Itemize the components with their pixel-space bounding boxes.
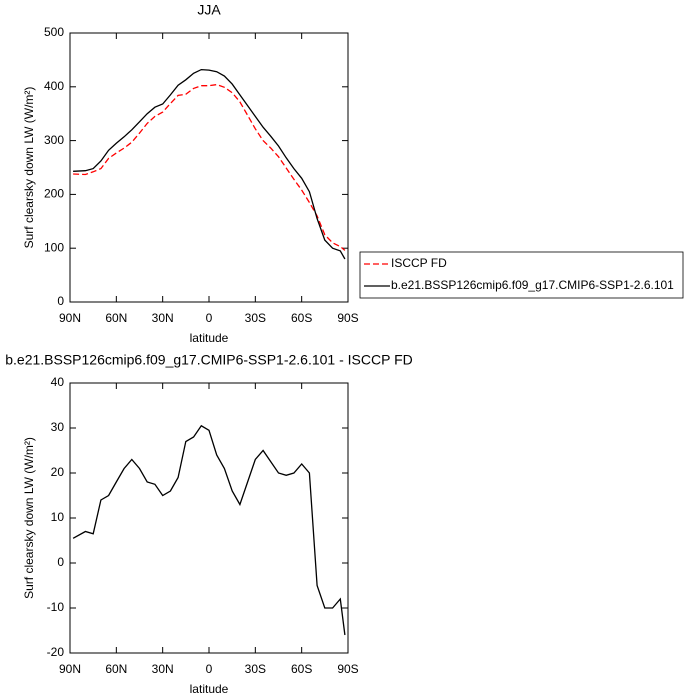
y-tick-label: 100	[44, 240, 64, 254]
x-tick-label: 0	[206, 311, 213, 325]
y-tick-label: 10	[51, 510, 65, 524]
y-tick-label: 40	[51, 375, 65, 389]
y-tick-label: -20	[47, 645, 65, 659]
data-line	[73, 83, 346, 251]
chart-title: b.e21.BSSP126cmip6.f09_g17.CMIP6-SSP1-2.…	[5, 352, 413, 368]
y-tick-label: 300	[44, 133, 64, 147]
x-tick-label: 30N	[152, 662, 174, 676]
y-tick-label: 500	[44, 25, 64, 39]
plot-frame	[69, 382, 349, 654]
data-line	[73, 68, 346, 260]
x-tick-label: 60N	[105, 662, 127, 676]
y-tick-label: -10	[47, 600, 65, 614]
y-tick-label: 20	[51, 465, 65, 479]
x-tick-label: 90S	[337, 662, 358, 676]
x-tick-label: 90N	[59, 311, 81, 325]
x-tick-label: 60S	[291, 311, 312, 325]
x-tick-label: 60N	[105, 311, 127, 325]
x-tick-label: 30S	[245, 311, 266, 325]
x-tick-label: 90S	[337, 311, 358, 325]
x-tick-label: 90N	[59, 662, 81, 676]
x-tick-label: 60S	[291, 662, 312, 676]
y-axis-label: Surf clearsky down LW (W/m²)	[22, 437, 36, 599]
chart-title: JJA	[197, 2, 221, 18]
y-tick-label: 400	[44, 79, 64, 93]
y-tick-label: 0	[57, 294, 64, 308]
x-axis-label: latitude	[190, 331, 229, 345]
legend-box	[359, 251, 684, 299]
y-tick-label: 0	[57, 555, 64, 569]
x-tick-label: 30S	[245, 662, 266, 676]
data-line	[72, 424, 346, 636]
x-axis-label: latitude	[190, 682, 229, 696]
y-axis-label: Surf clearsky down LW (W/m²)	[22, 87, 36, 249]
plot-frame	[69, 32, 349, 303]
y-tick-label: 200	[44, 187, 64, 201]
x-tick-label: 0	[206, 662, 213, 676]
y-tick-label: 30	[51, 420, 65, 434]
x-tick-label: 30N	[152, 311, 174, 325]
legend-label: ISCCP FD	[391, 256, 447, 270]
legend-label: b.e21.BSSP126cmip6.f09_g17.CMIP6-SSP1-2.…	[391, 278, 674, 292]
